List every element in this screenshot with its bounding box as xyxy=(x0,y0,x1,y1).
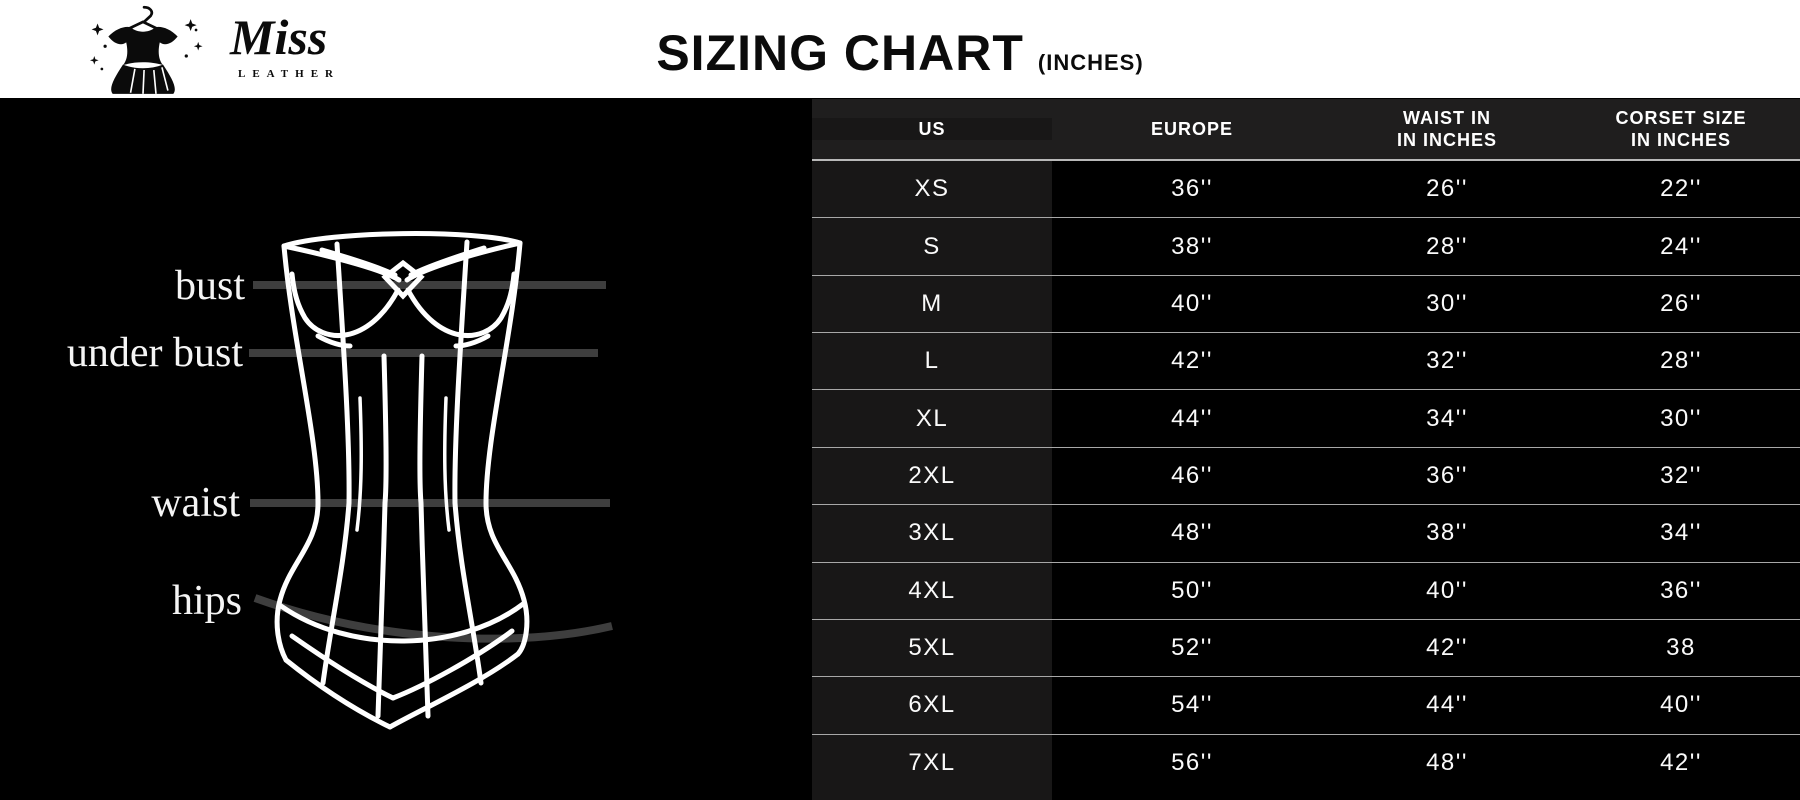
corset-size-cell: 36'' xyxy=(1660,576,1702,604)
corset-diagram: bust under bust waist hips xyxy=(0,98,712,800)
table-row: S 38'' 28'' 24'' xyxy=(812,217,1800,275)
europe-size-cell: 42'' xyxy=(1171,347,1213,375)
us-size-cell: 3XL xyxy=(812,505,1052,562)
corset-size-cell: 42'' xyxy=(1660,748,1702,776)
us-size-cell: M xyxy=(812,275,1052,333)
corset-size-cell: 40'' xyxy=(1660,691,1702,719)
table-row: M 40'' 30'' 26'' xyxy=(812,274,1800,333)
column-header-waist: WAIST IN IN INCHES xyxy=(1396,107,1497,151)
europe-size-cell: 54'' xyxy=(1171,691,1213,719)
dress-hanger-icon xyxy=(89,5,203,94)
column-header-corset: CORSET SIZE IN INCHES xyxy=(1615,107,1747,151)
table-row: 5XL 52'' 42'' 38 xyxy=(812,618,1800,677)
label-waist: waist xyxy=(151,480,240,526)
table-row: 3XL 48'' 38'' 34'' xyxy=(812,504,1800,562)
europe-size-cell: 38'' xyxy=(1171,232,1213,260)
us-size-cell: L xyxy=(812,333,1052,390)
waist-size-cell: 26'' xyxy=(1426,175,1468,203)
brand-name-sub: LEATHER xyxy=(238,68,340,80)
brand-logo: Miss LEATHER xyxy=(48,2,428,96)
label-bust: bust xyxy=(174,263,245,309)
waist-size-cell: 44'' xyxy=(1426,691,1468,719)
table-row: 4XL 50'' 40'' 36'' xyxy=(812,561,1800,619)
page-title-unit: (INCHES) xyxy=(1037,50,1144,75)
waist-size-cell: 36'' xyxy=(1426,461,1468,489)
page-title-text: SIZING CHART xyxy=(656,25,1024,81)
europe-size-cell: 40'' xyxy=(1171,289,1213,317)
corset-size-cell: 28'' xyxy=(1660,347,1702,375)
europe-size-cell: 56'' xyxy=(1171,748,1213,776)
label-under-bust: under bust xyxy=(66,330,243,376)
us-size-cell: 5XL xyxy=(812,619,1052,677)
europe-size-cell: 44'' xyxy=(1171,404,1213,432)
table-row: L 42'' 32'' 28'' xyxy=(812,332,1800,390)
label-hips: hips xyxy=(171,578,242,624)
us-size-cell: 6XL xyxy=(812,677,1052,734)
column-header-europe: EUROPE xyxy=(1150,118,1234,139)
us-size-cell: XL xyxy=(812,390,1052,447)
corset-size-cell: 30'' xyxy=(1660,404,1702,432)
corset-size-cell: 26'' xyxy=(1660,289,1702,317)
table-row: 2XL 46'' 36'' 32'' xyxy=(812,446,1800,505)
us-size-cell: 4XL xyxy=(812,562,1052,619)
us-size-cell: S xyxy=(812,218,1052,275)
column-header-us: US xyxy=(812,117,1052,141)
corset-size-cell: 24'' xyxy=(1660,232,1702,260)
europe-size-cell: 48'' xyxy=(1171,519,1213,547)
table-row: 6XL 54'' 44'' 40'' xyxy=(812,676,1800,734)
corset-size-cell: 32'' xyxy=(1660,461,1702,489)
us-column-filler xyxy=(812,789,1052,800)
waist-size-cell: 28'' xyxy=(1426,232,1468,260)
waist-size-cell: 40'' xyxy=(1426,576,1468,604)
sizing-table: US EUROPE WAIST IN IN INCHES CORSET SIZE… xyxy=(812,99,1800,800)
us-size-cell: XS xyxy=(812,161,1052,218)
europe-size-cell: 50'' xyxy=(1171,576,1213,604)
table-row: XL 44'' 34'' 30'' xyxy=(812,389,1800,447)
brand-name-script: Miss xyxy=(230,9,328,65)
corset-size-cell: 34'' xyxy=(1660,519,1702,547)
waist-size-cell: 32'' xyxy=(1426,347,1468,375)
table-body: XS 36'' 26'' 22'' S 38'' 28'' 24'' M 40'… xyxy=(812,161,1800,791)
top-bar xyxy=(0,0,1800,98)
us-size-cell: 7XL xyxy=(812,734,1052,791)
waist-size-cell: 30'' xyxy=(1426,289,1468,317)
table-row: XS 36'' 26'' 22'' xyxy=(812,161,1800,218)
corset-size-cell: 38 xyxy=(1666,634,1696,662)
waist-size-cell: 34'' xyxy=(1426,404,1468,432)
corset-size-cell: 22'' xyxy=(1660,175,1702,203)
europe-size-cell: 46'' xyxy=(1171,461,1213,489)
waist-size-cell: 42'' xyxy=(1426,634,1468,662)
waist-size-cell: 38'' xyxy=(1426,519,1468,547)
corset-illustration xyxy=(249,231,613,730)
page-title: SIZING CHART (INCHES) xyxy=(0,0,1800,98)
table-row: 7XL 56'' 48'' 42'' xyxy=(812,733,1800,791)
europe-size-cell: 52'' xyxy=(1171,634,1213,662)
us-size-cell: 2XL xyxy=(812,447,1052,505)
waist-size-cell: 48'' xyxy=(1426,748,1468,776)
table-header-row: US EUROPE WAIST IN IN INCHES CORSET SIZE… xyxy=(812,99,1800,161)
europe-size-cell: 36'' xyxy=(1171,175,1213,203)
